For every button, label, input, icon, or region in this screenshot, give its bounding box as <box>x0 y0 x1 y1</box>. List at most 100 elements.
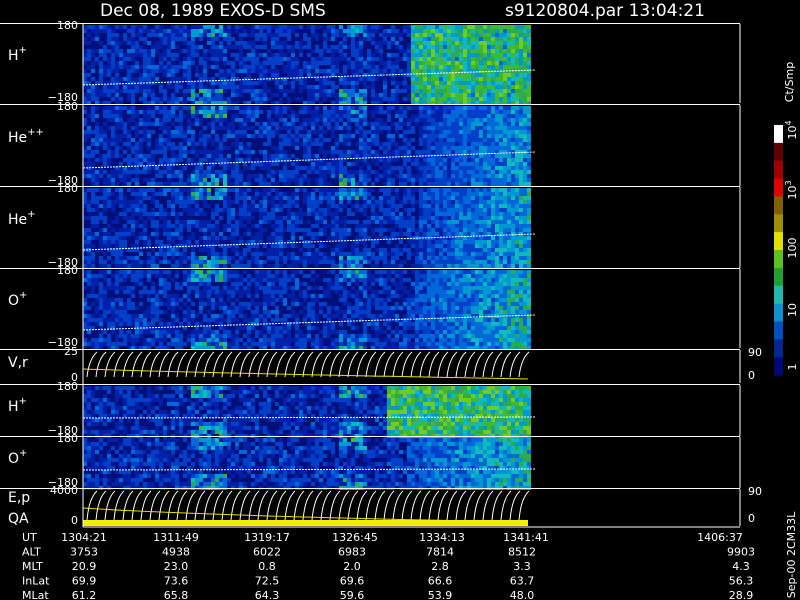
spectrogram-cell <box>235 130 239 134</box>
spectrogram-cell <box>431 97 435 101</box>
spectrogram-cell <box>515 134 519 138</box>
spectrogram-cell <box>467 134 471 138</box>
spectrogram-cell <box>99 212 103 216</box>
spectrogram-cell <box>163 53 167 57</box>
spectrogram-cell <box>307 106 311 110</box>
spectrogram-cell <box>267 174 271 178</box>
spectrogram-cell <box>475 174 479 178</box>
spectrogram-cell <box>455 196 459 200</box>
spectrogram-cell <box>359 134 363 138</box>
spectrogram-cell <box>295 33 299 37</box>
spectrogram-cell <box>159 244 163 248</box>
spectrogram-cell <box>455 41 459 45</box>
spectrogram-cell <box>239 170 243 174</box>
spectrogram-cell <box>171 33 175 37</box>
spectrogram-cell <box>131 114 135 118</box>
spectrogram-cell <box>235 264 239 268</box>
spectrogram-cell <box>423 81 427 85</box>
spectrogram-cell <box>359 146 363 150</box>
spectrogram-cell <box>111 150 115 154</box>
spectrogram-cell <box>211 154 215 158</box>
spectrogram-cell <box>455 162 459 166</box>
spectrogram-cell <box>511 77 515 81</box>
spectrogram-cell <box>451 208 455 212</box>
y-tick-label: 180 <box>57 19 78 32</box>
spectrogram-cell <box>215 73 219 77</box>
spectrogram-cell <box>223 118 227 122</box>
spectrogram-cell <box>307 134 311 138</box>
spectrogram-cell <box>435 53 439 57</box>
spectrogram-cell <box>519 126 523 130</box>
spectrogram-cell <box>291 228 295 232</box>
spectrogram-cell <box>91 162 95 166</box>
spectrogram-cell <box>327 166 331 170</box>
spectrogram-cell <box>111 89 115 93</box>
spectrogram-cell <box>151 166 155 170</box>
spectrogram-cell <box>251 53 255 57</box>
spectrogram-cell <box>471 41 475 45</box>
spectrogram-cell <box>499 49 503 53</box>
spectrogram-cell <box>451 41 455 45</box>
spectrogram-cell <box>95 29 99 33</box>
spectrogram-cell <box>347 45 351 49</box>
label-superscript: + <box>19 45 27 56</box>
spectrogram-cell <box>163 192 167 196</box>
spectrogram-cell <box>447 130 451 134</box>
spectrogram-cell <box>163 97 167 101</box>
panel-label: He++ <box>8 127 44 146</box>
spectrogram-cell <box>443 174 447 178</box>
spectrogram-cell <box>355 244 359 248</box>
spectrogram-cell <box>371 93 375 97</box>
spectrogram-cell <box>123 196 127 200</box>
spectrogram-cell <box>419 126 423 130</box>
spectrogram-cell <box>159 212 163 216</box>
spectrogram-cell <box>227 224 231 228</box>
spectrogram-cell <box>143 69 147 73</box>
spectrogram-cell <box>439 188 443 192</box>
spectrogram-cell <box>147 134 151 138</box>
spectrogram-cell <box>403 154 407 158</box>
spectrogram-cell <box>151 192 155 196</box>
spectrogram-cell <box>351 220 355 224</box>
spectrogram-cell <box>479 130 483 134</box>
spectrogram-cell <box>371 150 375 154</box>
spectrogram-cell <box>163 57 167 61</box>
spectrogram-cell <box>135 122 139 126</box>
spectrogram-cell <box>435 264 439 268</box>
spectrogram-cell <box>323 73 327 77</box>
spectrogram-cell <box>119 65 123 69</box>
spectrogram-cell <box>439 53 443 57</box>
spectrogram-cell <box>259 65 263 69</box>
spectrogram-cell <box>155 200 159 204</box>
spectrogram-cell <box>467 57 471 61</box>
spectrogram-cell <box>419 188 423 192</box>
spectrogram-cell <box>195 29 199 33</box>
spectrogram-cell <box>227 73 231 77</box>
spectrogram-cell <box>391 228 395 232</box>
spectrogram-cell <box>331 170 335 174</box>
spectrogram-cell <box>371 65 375 69</box>
spectrogram-cell <box>247 204 251 208</box>
spectrogram-cell <box>351 252 355 256</box>
spectrogram-cell <box>195 178 199 182</box>
spectrogram-cell <box>151 224 155 228</box>
spectrogram-cell <box>323 182 327 186</box>
spectrogram-cell <box>207 110 211 114</box>
spectrogram-cell <box>127 57 131 61</box>
spectrogram-cell <box>451 170 455 174</box>
spectrogram-cell <box>151 158 155 162</box>
spectrogram-cell <box>159 248 163 252</box>
spectrogram-cell <box>507 53 511 57</box>
spectrogram-cell <box>419 256 423 260</box>
spectrogram-cell <box>291 244 295 248</box>
spectrogram-cell <box>471 69 475 73</box>
spectrogram-cell <box>447 65 451 69</box>
spectrogram-cell <box>359 25 363 29</box>
spectrogram-cell <box>155 33 159 37</box>
spectrogram-cell <box>183 37 187 41</box>
spectrogram-cell <box>139 73 143 77</box>
spectrogram-cell <box>343 81 347 85</box>
spectrogram-cell <box>403 130 407 134</box>
spectrogram-cell <box>139 264 143 268</box>
spectrogram-cell <box>363 220 367 224</box>
